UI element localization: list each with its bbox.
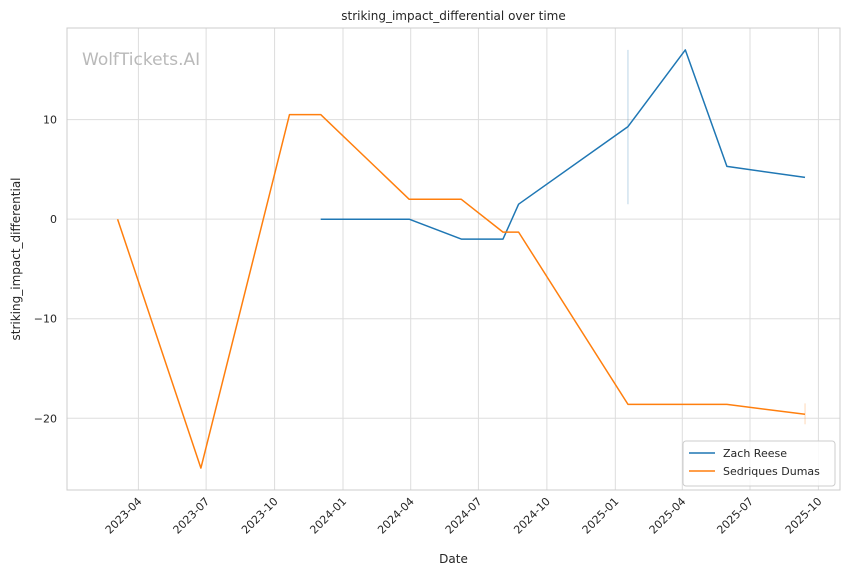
legend: Zach Reese Sedriques Dumas [682, 440, 836, 487]
y-tick-label: 10 [43, 114, 57, 127]
legend-label: Sedriques Dumas [723, 465, 820, 478]
series-line-1 [116, 113, 806, 469]
watermark: WolfTickets.AI [82, 50, 200, 70]
x-axis-label: Date [439, 552, 468, 566]
series-layer [116, 49, 806, 469]
grid [67, 28, 840, 490]
y-tick-label: −10 [34, 313, 57, 326]
y-tick-label: −20 [34, 412, 57, 425]
plot-frame [66, 27, 841, 491]
y-axis-label: striking_impact_differential [9, 177, 23, 340]
chart-title: striking_impact_differential over time [341, 9, 566, 23]
y-tick-label: 0 [50, 213, 57, 226]
legend-label: Zach Reese [723, 447, 787, 460]
y-tick-labels: −20 −10 0 10 [34, 114, 57, 426]
series-line-0 [320, 49, 806, 240]
legend-box [682, 440, 836, 487]
